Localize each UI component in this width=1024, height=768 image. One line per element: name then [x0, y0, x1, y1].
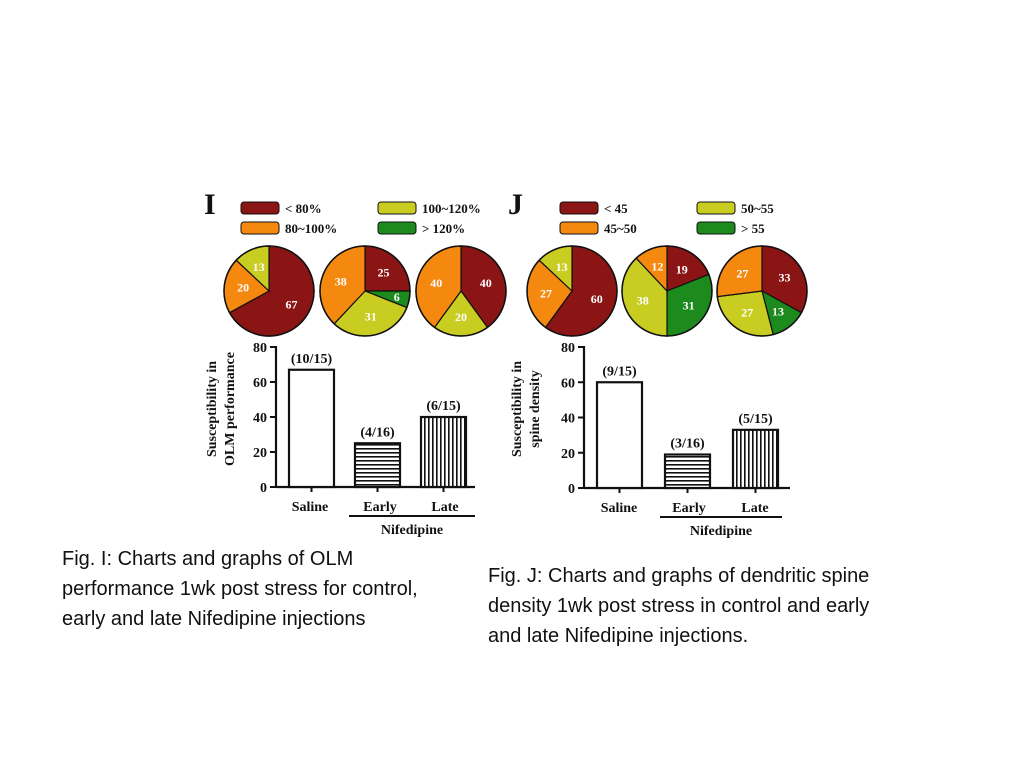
legend-swatch: [696, 201, 736, 215]
pie-slice-label: 13: [253, 260, 265, 274]
pie-outline: [716, 245, 808, 337]
pie-slice-label: 13: [556, 260, 568, 274]
pie-slice-label: 38: [335, 274, 347, 288]
pie-slice-label: 19: [676, 262, 688, 276]
legend-swatch: [240, 201, 280, 215]
x-category-label: Early: [363, 500, 396, 515]
caption-fig-i: Fig. I: Charts and graphs of OLM perform…: [62, 548, 418, 630]
caption-fig-j: Fig. J: Charts and graphs of dendritic s…: [488, 565, 870, 647]
legend-label: 45~50: [604, 221, 637, 236]
legend-label: > 55: [741, 221, 765, 236]
legend-label: 50~55: [741, 201, 774, 216]
panel-letter-j: J: [508, 188, 523, 221]
bar: [731, 428, 780, 490]
y-tick-label: 20: [253, 446, 267, 461]
pie-slice-label: 27: [736, 267, 748, 281]
x-category-label: Late: [741, 501, 768, 516]
bar-label: (10/15): [291, 352, 333, 367]
y-tick-label: 60: [253, 376, 267, 391]
bar-label: (5/15): [738, 412, 773, 427]
legend-label: > 120%: [422, 221, 465, 236]
y-axis-label: spine density: [528, 370, 543, 447]
y-tick-label: 80: [253, 341, 267, 356]
pie-outline: [415, 245, 507, 337]
panel-letter-i: I: [204, 188, 216, 221]
pie-slice-label: 33: [779, 271, 791, 285]
pie-outline: [621, 245, 713, 337]
pie-slice-label: 12: [651, 260, 663, 274]
x-category-label: Saline: [601, 501, 638, 516]
x-category-label: Early: [672, 501, 705, 516]
legend-label: < 45: [604, 201, 628, 216]
legend-swatch: [240, 221, 280, 235]
bar-label: (4/16): [360, 425, 395, 440]
y-axis-label: Susceptibility in: [510, 361, 525, 457]
legend-label: < 80%: [285, 201, 322, 216]
y-tick-label: 80: [561, 341, 575, 356]
pie-slice-label: 40: [480, 276, 492, 290]
pie-slice-label: 31: [683, 299, 695, 313]
legend-swatch: [377, 201, 417, 215]
bar: [287, 368, 336, 489]
pie-slice-label: 27: [540, 287, 552, 301]
pie-outline: [526, 245, 618, 337]
pie-outline: [319, 245, 411, 337]
bar: [419, 415, 468, 489]
bar: [353, 442, 402, 489]
pie-slice-label: 67: [286, 297, 298, 311]
pie-outline: [223, 245, 315, 337]
pie-slice-label: 31: [365, 310, 377, 324]
pie-charts: 67 20 13 25 6 31 38 40 20 40 60 27 13 19 31 38 12 33 13 27 2…: [223, 245, 808, 337]
pie-slice-label: 20: [455, 310, 467, 324]
bar-charts: 0 20 40 60 80 (10/15) Saline (4/16) Early (6/15) L…: [205, 341, 790, 539]
pie-slice-label: 27: [741, 306, 753, 320]
bar-label: (9/15): [602, 364, 637, 379]
bar: [595, 381, 644, 490]
pie-slice-label: 60: [591, 292, 603, 306]
pie-slice-label: 20: [237, 281, 249, 295]
legend-label: 100~120%: [422, 201, 481, 216]
bar-label: (6/15): [426, 399, 461, 414]
y-axis-label: Susceptibility in: [205, 361, 220, 457]
legend: I J < 80% 80~100% 100~120% > 120% < 45 45~50 50~…: [204, 188, 774, 236]
bar: [663, 453, 712, 490]
legend-swatch: [559, 221, 599, 235]
pie-slice-label: 40: [430, 276, 442, 290]
y-tick-label: 0: [568, 482, 575, 497]
group-label: Nifedipine: [381, 523, 443, 538]
y-tick-label: 20: [561, 447, 575, 462]
y-axis-label: OLM performance: [223, 352, 238, 466]
pie-slice-label: 6: [394, 290, 400, 304]
y-tick-label: 40: [561, 412, 575, 427]
y-tick-label: 60: [561, 376, 575, 391]
bar-label: (3/16): [670, 437, 705, 452]
legend-swatch: [696, 221, 736, 235]
pie-slice-label: 38: [637, 294, 649, 308]
legend-swatch: [559, 201, 599, 215]
x-category-label: Saline: [292, 500, 329, 515]
x-category-label: Late: [431, 500, 458, 515]
pie-slice-label: 25: [378, 266, 390, 280]
legend-label: 80~100%: [285, 221, 337, 236]
y-tick-label: 40: [253, 411, 267, 426]
pie-slice-label: 13: [772, 305, 784, 319]
legend-swatch: [377, 221, 417, 235]
y-tick-label: 0: [260, 481, 267, 496]
group-label: Nifedipine: [690, 524, 752, 539]
